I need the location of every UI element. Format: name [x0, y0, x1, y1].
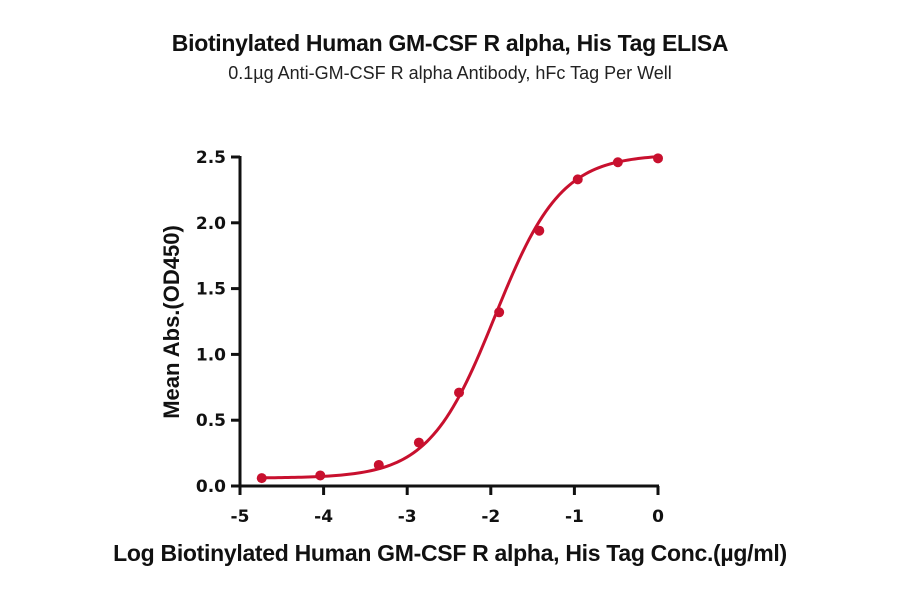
y-tick-label: 2.0	[196, 214, 226, 234]
data-point	[494, 307, 505, 318]
chart-subtitle: 0.1µg Anti-GM-CSF R alpha Antibody, hFc …	[228, 63, 672, 83]
axes: 0.0 0.5 1.0 1.5 2.0 2.5 -5 -4 -3 -2 -1 0	[196, 148, 664, 527]
y-tick-label: 0.0	[196, 477, 226, 497]
y-tick-label: 2.5	[196, 148, 226, 168]
x-axis-label: Log Biotinylated Human GM-CSF R alpha, H…	[113, 540, 787, 566]
x-tick-label: 0	[652, 507, 664, 527]
chart-title: Biotinylated Human GM-CSF R alpha, His T…	[171, 30, 729, 56]
data-point	[315, 470, 326, 481]
data-point	[572, 174, 583, 185]
x-tick-label: -1	[565, 507, 584, 527]
data-point	[534, 225, 545, 236]
x-tick-label: -2	[481, 507, 500, 527]
x-tick-label: -4	[314, 507, 333, 527]
data-point	[373, 459, 384, 470]
data-point	[256, 473, 267, 484]
data-point	[653, 153, 663, 164]
y-tick-label: 1.0	[196, 345, 226, 365]
fit-curve	[260, 155, 660, 480]
data-point	[454, 387, 465, 398]
x-tick-label: -5	[231, 507, 250, 527]
fit-curve-path	[260, 155, 660, 480]
y-tick-label: 1.5	[196, 280, 226, 300]
data-points	[256, 153, 663, 484]
data-point	[413, 437, 424, 448]
y-tick-label: 0.5	[196, 411, 226, 431]
data-point	[612, 157, 623, 168]
x-tick-label: -3	[398, 507, 417, 527]
